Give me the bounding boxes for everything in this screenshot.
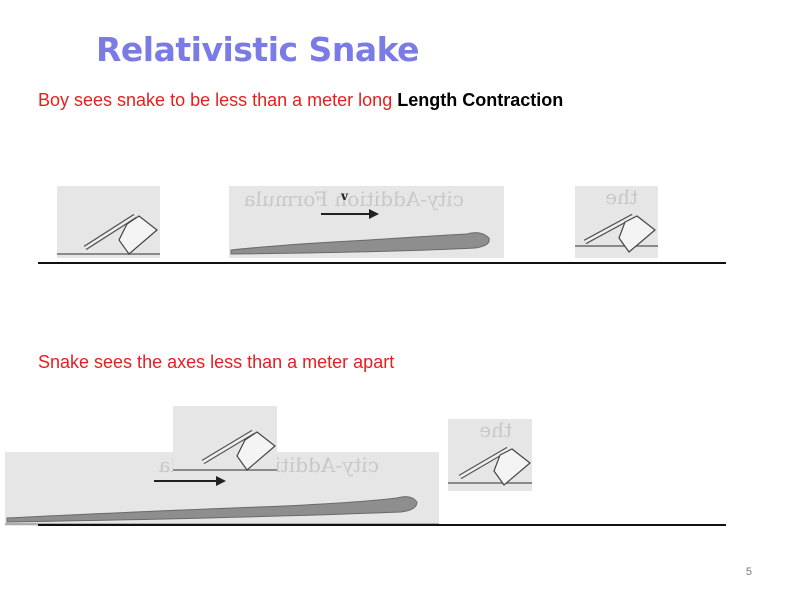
caption-boy-frame: Boy sees snake to be less than a meter l… (38, 90, 563, 111)
svg-text:city-Addition Formula: city-Addition Formula (244, 187, 464, 211)
axe-icon: the (448, 419, 532, 486)
velocity-label: v (341, 189, 348, 203)
slide-title: Relativistic Snake (96, 30, 420, 69)
axe-right-photo: the (575, 186, 658, 258)
velocity-arrow-icon (154, 476, 226, 486)
axe-icon (57, 213, 160, 255)
axe-left-photo (57, 186, 160, 258)
axe-icon: the (575, 186, 658, 253)
svg-text:the: the (479, 419, 512, 442)
ground-line-boy-frame (38, 262, 726, 264)
svg-text:the: the (605, 186, 638, 209)
caption-snake-frame: Snake sees the axes less than a meter ap… (38, 352, 395, 372)
ground-line-snake-frame (38, 524, 726, 526)
axe-icon (173, 429, 277, 471)
axe-right-moving-photo: the (448, 419, 532, 491)
axe-left-moving-photo (173, 406, 277, 486)
page-number: 5 (745, 566, 752, 578)
caption-length-contraction: Length Contraction (397, 90, 564, 110)
snake-icon: city-Addition Formula (230, 187, 490, 255)
snake-moving-photo: city-Addition Formula v (229, 186, 504, 258)
caption-boy-text: Boy sees snake to be less than a meter l… (38, 90, 393, 110)
